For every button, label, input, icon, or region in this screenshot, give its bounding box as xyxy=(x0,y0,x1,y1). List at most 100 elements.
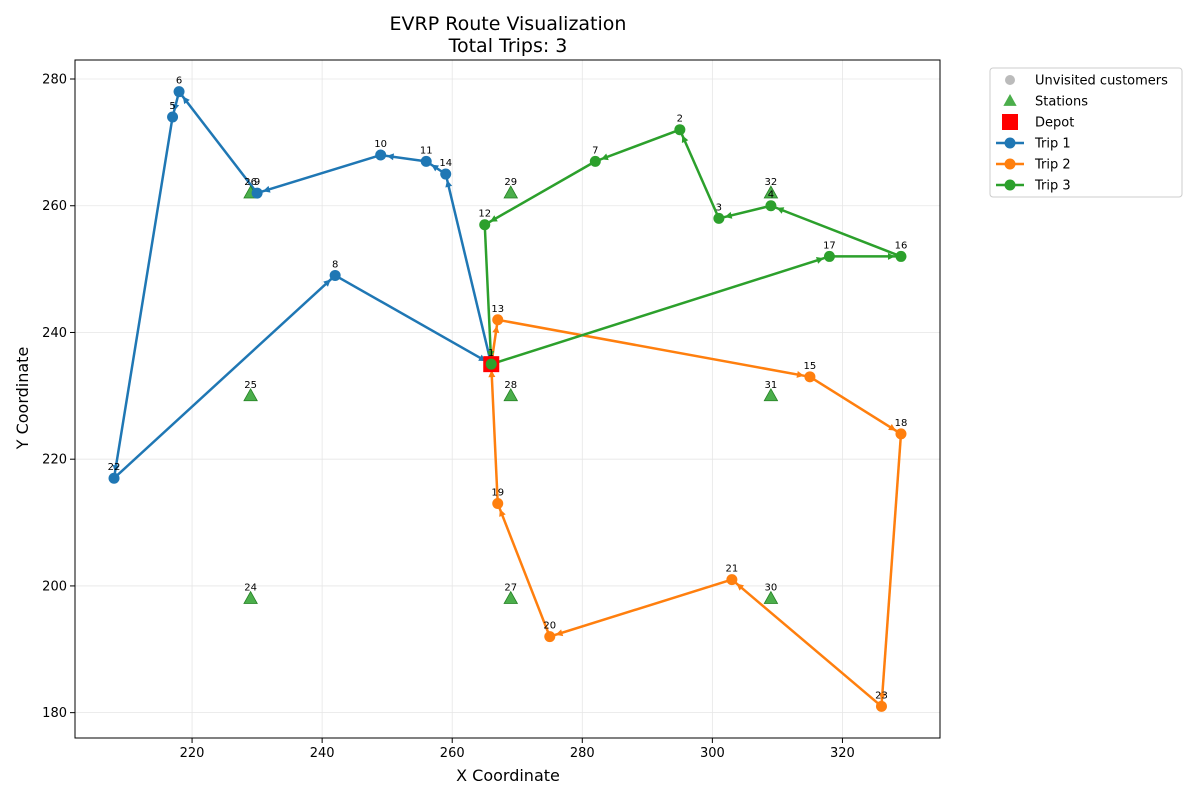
customer-label-15: 15 xyxy=(804,361,817,372)
customer-point-11 xyxy=(420,155,432,167)
station-marker-27 xyxy=(503,590,519,604)
station-label-29: 29 xyxy=(504,177,517,188)
route-arrow xyxy=(776,207,785,214)
route-arrow xyxy=(262,185,271,193)
station-marker-31 xyxy=(763,388,779,402)
route-arrow xyxy=(736,583,745,591)
route-arrow xyxy=(888,423,896,431)
customer-label-19: 19 xyxy=(491,488,504,499)
route-segment xyxy=(880,433,903,707)
customer-label-4: 4 xyxy=(768,190,774,201)
route-arrow xyxy=(112,464,120,473)
customer-point-9 xyxy=(251,187,263,199)
legend-label: Depot xyxy=(1035,116,1074,131)
station-label-26: 26 xyxy=(244,177,257,188)
customer-label-11: 11 xyxy=(420,145,433,156)
station-marker-24 xyxy=(243,590,258,604)
route-arrow xyxy=(431,164,440,172)
customer-point-15 xyxy=(804,371,816,383)
route-arrow xyxy=(887,252,895,260)
y-tick-label: 240 xyxy=(42,326,67,341)
y-tick-label: 200 xyxy=(42,579,67,594)
customer-label-6: 6 xyxy=(176,76,182,87)
route-segment xyxy=(178,90,259,194)
customer-point-4 xyxy=(765,200,777,212)
customer-point-13 xyxy=(492,314,504,326)
customer-label-21: 21 xyxy=(726,564,739,575)
customer-point-2 xyxy=(674,124,686,136)
x-tick-label: 240 xyxy=(310,746,335,761)
legend-entry: Trip 2 xyxy=(996,158,1071,173)
legend-trip-marker xyxy=(1004,179,1016,191)
legend-label: Trip 1 xyxy=(1034,137,1071,152)
x-tick-label: 300 xyxy=(700,746,725,761)
customer-point-18 xyxy=(895,428,907,440)
route-segment xyxy=(334,274,492,366)
node-labels: 2425262728293031322345678910111213141516… xyxy=(108,76,908,702)
x-tick-label: 260 xyxy=(440,746,465,761)
customer-label-17: 17 xyxy=(823,240,836,251)
route-trip-3 xyxy=(483,128,902,366)
legend-label: Stations xyxy=(1035,95,1088,110)
customer-point-12 xyxy=(479,219,491,231)
customer-label-12: 12 xyxy=(478,209,491,220)
y-tick-label: 280 xyxy=(42,73,67,88)
legend-station-marker xyxy=(1003,94,1017,106)
station-label-27: 27 xyxy=(504,583,517,594)
legend-box xyxy=(989,67,1183,198)
x-axis-label: X Coordinate xyxy=(456,766,560,785)
route-segment xyxy=(112,116,174,479)
route-arrow xyxy=(555,629,564,637)
customer-point-8 xyxy=(329,269,341,281)
legend-trip-marker xyxy=(1004,137,1016,149)
route-arrow xyxy=(499,509,506,517)
legend-entry: Depot xyxy=(1002,114,1074,131)
route-segment xyxy=(594,128,681,163)
customer-label-5: 5 xyxy=(169,101,175,112)
x-tick-label: 320 xyxy=(830,746,855,761)
route-segment xyxy=(483,224,493,365)
customer-label-23: 23 xyxy=(875,690,888,701)
route-segment xyxy=(256,153,382,195)
customer-point-21 xyxy=(726,574,738,586)
route-segment xyxy=(678,129,721,219)
route-segment xyxy=(484,160,596,226)
route-arrow xyxy=(681,135,689,144)
customer-point-19 xyxy=(492,498,504,510)
customer-points xyxy=(108,86,907,712)
route-segment xyxy=(490,255,830,366)
route-segment xyxy=(809,375,902,435)
route-segment xyxy=(497,318,811,379)
route-segment xyxy=(731,578,883,708)
route-arrow xyxy=(492,325,500,334)
route-segment xyxy=(770,204,902,258)
customer-label-20: 20 xyxy=(543,621,556,632)
customer-label-14: 14 xyxy=(439,158,452,169)
chart-title: EVRP Route Visualization xyxy=(390,13,627,35)
depot-trip-dot xyxy=(485,358,497,370)
customer-point-17 xyxy=(823,250,835,262)
route-arrow xyxy=(796,371,805,378)
route-segment xyxy=(496,503,551,638)
station-marker-28 xyxy=(503,388,519,402)
customer-label-18: 18 xyxy=(895,418,908,429)
chart-subtitle: Total Trips: 3 xyxy=(448,35,568,57)
customer-label-7: 7 xyxy=(592,145,598,156)
route-segment xyxy=(489,364,499,504)
route-arrow xyxy=(445,179,453,188)
legend-entry: Trip 1 xyxy=(996,137,1071,152)
customer-point-20 xyxy=(544,631,556,643)
customer-label-8: 8 xyxy=(332,259,338,270)
customer-label-22: 22 xyxy=(108,462,121,473)
customer-point-3 xyxy=(713,212,725,224)
legend-depot-marker xyxy=(1002,114,1018,130)
route-arrow xyxy=(600,153,609,161)
station-label-24: 24 xyxy=(244,583,257,594)
plot-frame xyxy=(74,59,941,739)
x-tick-label: 280 xyxy=(570,746,595,761)
station-marker-29 xyxy=(503,185,519,199)
route-segment xyxy=(549,578,733,638)
customer-point-5 xyxy=(167,111,179,123)
route-arrow xyxy=(487,351,495,359)
stations xyxy=(243,185,779,604)
